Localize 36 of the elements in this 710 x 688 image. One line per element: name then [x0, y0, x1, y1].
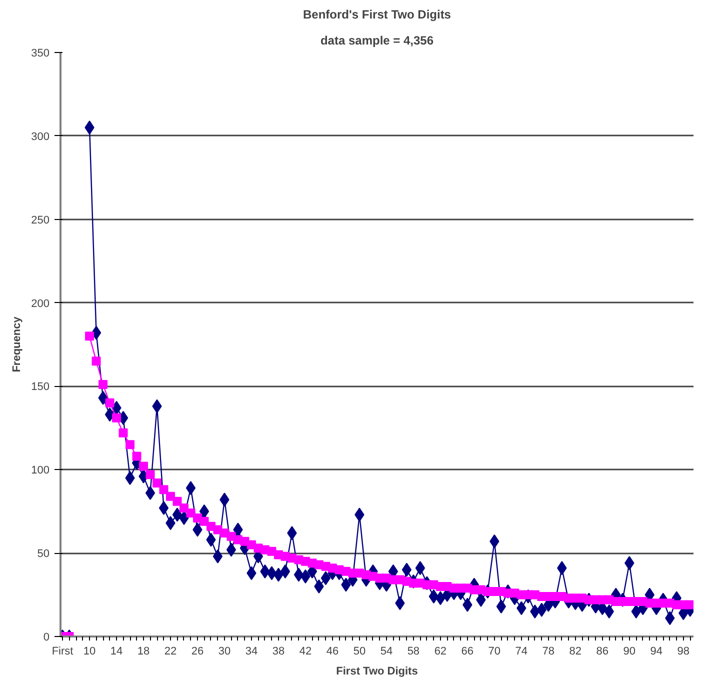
chart-title: Benford's First Two Digits	[303, 8, 452, 22]
x-tick-label: 86	[596, 646, 609, 658]
x-tick-label: 66	[461, 646, 474, 658]
y-tick-label: 200	[31, 298, 50, 310]
x-tick-label: First	[52, 646, 74, 658]
x-tick-label: 10	[83, 646, 96, 658]
x-tick-label: 30	[218, 646, 231, 658]
x-tick-label: 78	[542, 646, 555, 658]
x-tick-label: 46	[326, 646, 339, 658]
y-tick-label: 150	[31, 381, 50, 394]
x-tick-label: 18	[137, 646, 150, 658]
x-tick-label: 22	[164, 646, 177, 658]
x-tick-label: 90	[623, 646, 636, 658]
x-tick-label: 14	[110, 646, 123, 658]
x-tick-label: 26	[191, 646, 204, 658]
x-tick-label: 54	[380, 646, 393, 658]
x-axis-title: First Two Digits	[336, 666, 418, 678]
x-tick-label: 62	[434, 646, 447, 658]
x-tick-label: 34	[245, 646, 258, 658]
x-tick-label: 50	[353, 646, 366, 658]
x-tick-label: 82	[569, 646, 582, 658]
x-tick-label: 42	[299, 646, 312, 658]
y-tick-label: 300	[31, 130, 50, 143]
y-tick-label: 250	[31, 214, 50, 226]
y-tick-label: 350	[31, 48, 50, 60]
y-tick-label: 0	[43, 632, 50, 644]
y-axis-title: Frequency	[11, 316, 24, 372]
x-tick-label: 98	[677, 646, 690, 658]
chart-subtitle: data sample = 4,356	[320, 34, 434, 48]
x-tick-label: 58	[407, 646, 420, 658]
y-tick-label: 100	[31, 464, 50, 477]
x-tick-label: 94	[650, 646, 663, 658]
x-tick-label: 74	[515, 646, 528, 658]
x-tick-label: 38	[272, 646, 285, 658]
y-tick-label: 50	[37, 548, 50, 560]
x-tick-label: 70	[488, 646, 501, 658]
